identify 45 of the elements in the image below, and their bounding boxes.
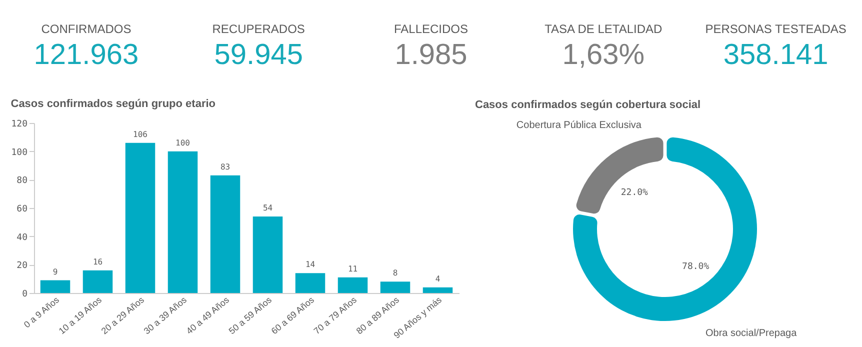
bar: [295, 273, 326, 293]
bar: [168, 151, 198, 293]
data-label: 83: [220, 162, 230, 172]
bar: [252, 216, 283, 293]
chart-title: Casos confirmados según cobertura social: [475, 98, 701, 111]
bar: [40, 280, 70, 293]
data-label: 22.0%: [620, 188, 649, 198]
y-tick-label: 40: [16, 232, 28, 243]
text: 1.985: [394, 39, 468, 71]
slice-label: Cobertura Pública Exclusiva: [516, 120, 642, 131]
data-label: 100: [176, 138, 190, 148]
bar: [422, 287, 453, 293]
y-tick-label: 20: [16, 261, 28, 272]
text: FALLECIDOS: [394, 22, 468, 36]
y-tick-label: 0: [22, 290, 28, 300]
bar: [82, 270, 113, 293]
text: 358.141: [723, 39, 828, 71]
y-tick-label: 100: [11, 148, 28, 158]
donut-slice: [573, 137, 757, 321]
data-label: 78.0%: [682, 262, 710, 272]
slice-label: Obra social/Prepaga: [705, 328, 798, 340]
text: PERSONAS TESTEADAS: [705, 22, 846, 36]
data-label: 9: [52, 267, 58, 276]
data-label: 14: [305, 260, 316, 270]
text: 59.945: [214, 39, 303, 71]
y-tick-label: 60: [16, 204, 28, 214]
chart-title: Casos confirmados según grupo etario: [10, 98, 216, 110]
bar: [338, 277, 368, 293]
text: 121.963: [34, 39, 139, 71]
bar: [125, 142, 156, 293]
data-label: 16: [92, 257, 103, 266]
bar: [210, 175, 240, 293]
y-tick-label: 120: [11, 120, 28, 130]
data-label: 4: [435, 274, 440, 284]
bar: [380, 282, 410, 293]
text: TASA DE LETALIDAD: [544, 22, 663, 36]
donut-slice: [576, 137, 664, 214]
text: CONFIRMADOS: [41, 22, 132, 36]
data-label: 106: [133, 130, 148, 139]
text: 1,63%: [562, 39, 645, 71]
data-label: 11: [348, 264, 358, 274]
text: RECUPERADOS: [212, 22, 305, 36]
data-label: 8: [392, 268, 398, 278]
data-label: 54: [262, 204, 273, 212]
y-tick-label: 80: [16, 176, 28, 186]
